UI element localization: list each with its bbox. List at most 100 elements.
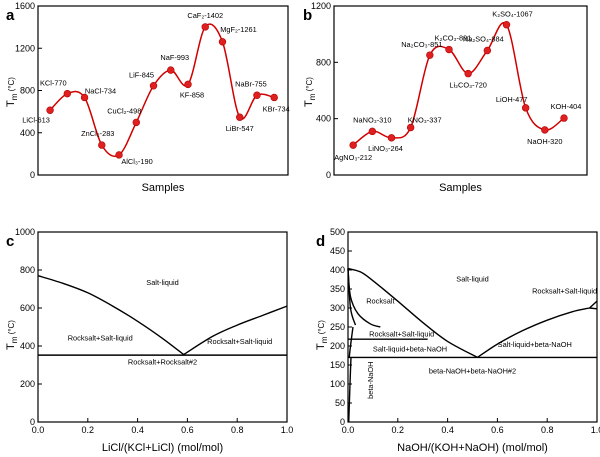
data-point <box>464 69 472 78</box>
x-axis-label: Samples <box>142 182 185 194</box>
x-tick-label: 0.6 <box>491 425 504 435</box>
data-point <box>98 141 106 149</box>
phase-region-label: Rocksalt <box>366 296 394 305</box>
phase-boundary <box>348 357 352 423</box>
y-tick-label: 500 <box>330 227 345 237</box>
phase-boundary <box>183 305 288 356</box>
data-point <box>236 113 244 121</box>
y-tick-label: 0 <box>340 417 345 427</box>
x-tick-label: 0.4 <box>441 425 454 435</box>
y-tick-label: 250 <box>330 322 345 332</box>
data-point <box>426 51 434 59</box>
x-tick-label: 0.8 <box>231 425 244 435</box>
data-label: KCl-770 <box>40 79 67 88</box>
data-point <box>387 134 396 142</box>
y-tick-label: 400 <box>20 128 35 138</box>
data-point <box>502 21 511 29</box>
data-point <box>218 38 227 46</box>
y-axis-label: Tm (°C) <box>5 320 19 350</box>
data-point <box>184 80 192 89</box>
y-tick-label: 1000 <box>15 227 35 237</box>
y-tick-label: 800 <box>316 57 331 67</box>
data-point <box>349 141 357 149</box>
data-point <box>521 104 530 112</box>
y-tick-label: 350 <box>330 284 345 294</box>
phase-boundary <box>477 307 590 358</box>
data-point <box>253 91 261 99</box>
data-point <box>270 93 278 102</box>
y-axis-label: Tm (°C) <box>315 320 329 350</box>
data-label: NaNO₃-310 <box>353 115 391 124</box>
data-label: KOH-404 <box>551 102 582 111</box>
data-label: Na₂CO₃-851 <box>401 40 442 49</box>
y-tick-label: 0 <box>326 170 331 180</box>
y-axis-label: Tm (°C) <box>5 77 19 107</box>
data-label: NaBr-755 <box>235 79 267 88</box>
x-axis-label: Samples <box>439 182 482 194</box>
panel-letter: a <box>6 7 15 24</box>
y-tick-label: 400 <box>20 341 35 351</box>
phase-region-label: beta-NaOH <box>366 362 375 399</box>
y-tick-label: 200 <box>330 341 345 351</box>
panel-c: 0 200 400 600 800 1000 0.0 0.2 0.4 0.6 0.8 1.0 Tm (°… <box>5 227 293 454</box>
phase-region-label: beta-NaOH+beta-NaOH#2 <box>429 367 516 376</box>
phase-region-label: Rocksalt+Salt-liquid <box>68 333 133 342</box>
data-label: MgF₂-1261 <box>220 25 257 34</box>
phase-region-label: Salt-liquid+beta-NaOH <box>498 340 572 349</box>
phase-boundary <box>347 268 357 326</box>
data-point <box>63 89 72 98</box>
data-label: NaOH-320 <box>527 137 562 146</box>
data-label: NaCl-734 <box>85 86 116 95</box>
data-label: ZnCl₂-283 <box>81 129 114 138</box>
data-label: KNO₃-337 <box>408 116 442 125</box>
data-label: CuCl₂-498 <box>107 106 141 115</box>
phase-region-label: Rocksalt+Rocksalt#2 <box>128 358 197 367</box>
panel-letter: d <box>316 233 325 250</box>
phase-region-label: Rocksalt+Salt-liquid <box>207 337 272 346</box>
data-label: LiBr-547 <box>226 124 254 133</box>
data-label: AlCl₃-190 <box>121 157 152 166</box>
data-label: KF-858 <box>180 90 204 99</box>
data-label: LiF-845 <box>129 71 154 80</box>
data-point <box>149 82 158 90</box>
phase-region-label: Salt-liquid <box>456 274 488 283</box>
data-label: LiOH-477 <box>496 95 528 104</box>
y-tick-label: 100 <box>330 379 345 389</box>
phase-region-label: Salt-liquid <box>146 278 178 287</box>
phase-region-label: Rocksalt+Salt-liquid <box>532 287 597 296</box>
data-label: NaF-993 <box>160 53 189 62</box>
data-point <box>167 66 175 74</box>
data-point <box>132 118 140 127</box>
y-tick-label: 1200 <box>15 43 35 53</box>
x-tick-label: 0.2 <box>392 425 405 435</box>
panel-a: 0 400 800 1200 1600 Tm (°C) Samples a LiCl-613 KC… <box>5 1 290 194</box>
x-tick-label: 0.0 <box>342 425 355 435</box>
phase-region-label: Salt-liquid+beta-NaOH <box>373 345 447 354</box>
series-line <box>49 23 275 158</box>
x-axis-label: LiCl/(KCl+LiCl) (mol/mol) <box>102 442 223 454</box>
phase-boundary <box>347 267 478 359</box>
data-label: LiNO₃-264 <box>368 144 403 153</box>
data-point <box>560 114 568 122</box>
y-tick-label: 1600 <box>15 1 35 11</box>
x-tick-label: 0.0 <box>32 425 45 435</box>
data-point <box>541 126 549 134</box>
phase-boundary <box>589 300 598 310</box>
phase-region-label: Rocksalt+Salt-liquid <box>369 330 434 339</box>
data-point <box>46 106 54 114</box>
phase-boundary <box>37 275 185 356</box>
y-tick-label: 400 <box>316 114 331 124</box>
y-tick-label: 400 <box>330 265 345 275</box>
y-tick-label: 0 <box>30 417 35 427</box>
x-tick-label: 0.8 <box>541 425 554 435</box>
data-point <box>80 93 89 102</box>
data-label: K₂CO₃-891 <box>435 34 472 43</box>
y-axis-label: Tm (°C) <box>303 77 317 107</box>
y-tick-label: 800 <box>20 86 35 96</box>
x-axis-label: NaOH/(KOH+NaOH) (mol/mol) <box>397 442 548 454</box>
y-tick-label: 600 <box>20 303 35 313</box>
x-tick-label: 0.2 <box>82 425 95 435</box>
data-point <box>368 127 377 136</box>
data-point <box>201 23 209 31</box>
